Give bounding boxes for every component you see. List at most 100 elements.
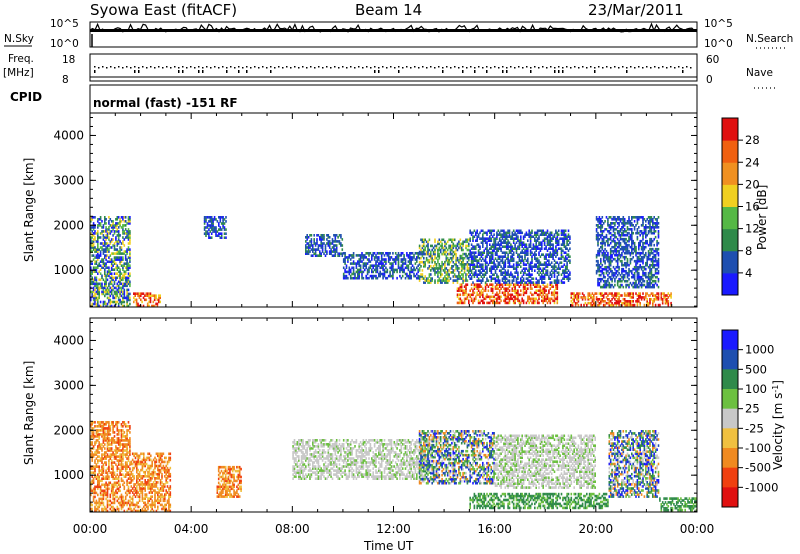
range-cell: [643, 283, 646, 287]
range-cell: [609, 277, 612, 281]
range-cell: [90, 216, 92, 219]
range-cell: [462, 265, 464, 268]
range-cell: [418, 275, 421, 278]
range-cell: [490, 231, 493, 235]
range-cell: [368, 266, 370, 270]
range-cell: [456, 277, 459, 280]
range-cell: [456, 293, 459, 297]
range-cell: [424, 246, 426, 250]
range-cell: [595, 253, 598, 257]
range-cell: [595, 235, 598, 239]
range-cell: [600, 257, 602, 261]
range-cell: [600, 220, 602, 223]
range-cell: [102, 302, 105, 306]
range-cell: [524, 255, 526, 258]
range-cell: [496, 265, 498, 268]
range-cell: [155, 296, 157, 300]
range-cell: [654, 279, 657, 283]
range-cell: [543, 281, 546, 284]
range-cell: [460, 287, 463, 290]
range-cell: [657, 230, 660, 233]
range-cell: [601, 267, 604, 271]
freq-dot: [158, 66, 160, 68]
range-cell: [120, 276, 123, 280]
range-cell: [129, 250, 131, 253]
range-cell: [323, 234, 325, 237]
freq-dot: [134, 66, 136, 68]
range-cell: [101, 469, 103, 472]
range-cell: [494, 247, 497, 250]
range-cell: [615, 241, 618, 245]
range-cell: [532, 265, 535, 268]
range-cell: [564, 259, 567, 262]
range-cell: [490, 265, 493, 268]
range-cell: [364, 256, 366, 259]
range-cell: [563, 241, 566, 244]
range-cell: [563, 259, 566, 262]
range-cell: [622, 230, 625, 233]
range-cell: [508, 281, 511, 284]
nave-mark: [474, 70, 476, 73]
range-cell: [528, 271, 530, 274]
range-cell: [122, 232, 124, 235]
range-cell: [113, 252, 116, 255]
range-cell: [598, 222, 601, 225]
range-cell: [640, 255, 643, 259]
range-cell: [482, 229, 484, 233]
range-cell: [106, 274, 109, 278]
range-cell: [643, 298, 646, 301]
range-cell: [546, 271, 549, 274]
range-cell: [92, 467, 95, 470]
range-cell: [98, 447, 100, 450]
range-cell: [602, 230, 605, 233]
range-cell: [109, 258, 112, 261]
range-cell: [337, 236, 339, 239]
range-cell: [462, 281, 464, 284]
range-cell: [108, 238, 110, 241]
range-cell: [614, 247, 616, 251]
range-cell: [588, 298, 591, 301]
range-cell: [102, 465, 105, 468]
range-cell: [424, 248, 426, 252]
range-cell: [635, 265, 637, 269]
range-cell: [358, 272, 360, 276]
range-cell: [534, 253, 536, 256]
range-cell: [602, 267, 605, 271]
range-cell: [127, 218, 130, 221]
range-cell: [538, 235, 540, 238]
range-cell: [491, 277, 494, 280]
range-cell: [108, 216, 110, 219]
range-cell: [95, 268, 98, 271]
range-cell: [601, 251, 604, 255]
range-cell: [527, 249, 529, 252]
range-cell: [556, 251, 559, 254]
range-cell: [659, 303, 661, 307]
range-cell: [97, 425, 99, 428]
range-cell: [602, 241, 605, 245]
range-cell: [213, 228, 216, 231]
range-cell: [553, 275, 556, 278]
range-cell: [497, 265, 500, 268]
range-cell: [133, 296, 135, 300]
range-cell: [515, 261, 518, 264]
range-cell: [645, 271, 647, 275]
range-cell: [631, 283, 633, 287]
range-cell: [92, 294, 95, 298]
range-cell: [99, 300, 102, 304]
range-cell: [483, 249, 485, 252]
range-cell: [102, 445, 105, 448]
range-cell: [521, 249, 523, 252]
range-cell: [469, 229, 471, 233]
range-cell: [449, 250, 452, 254]
range-cell: [123, 292, 126, 296]
range-cell: [541, 233, 543, 236]
range-cell: [504, 261, 507, 264]
range-cell: [351, 272, 353, 276]
range-cell: [614, 294, 616, 297]
range-cell: [468, 238, 470, 242]
range-cell: [629, 245, 632, 249]
range-cell: [428, 260, 431, 264]
range-cell: [91, 234, 93, 237]
range-cell: [366, 262, 369, 265]
freq-dot: [422, 66, 424, 68]
